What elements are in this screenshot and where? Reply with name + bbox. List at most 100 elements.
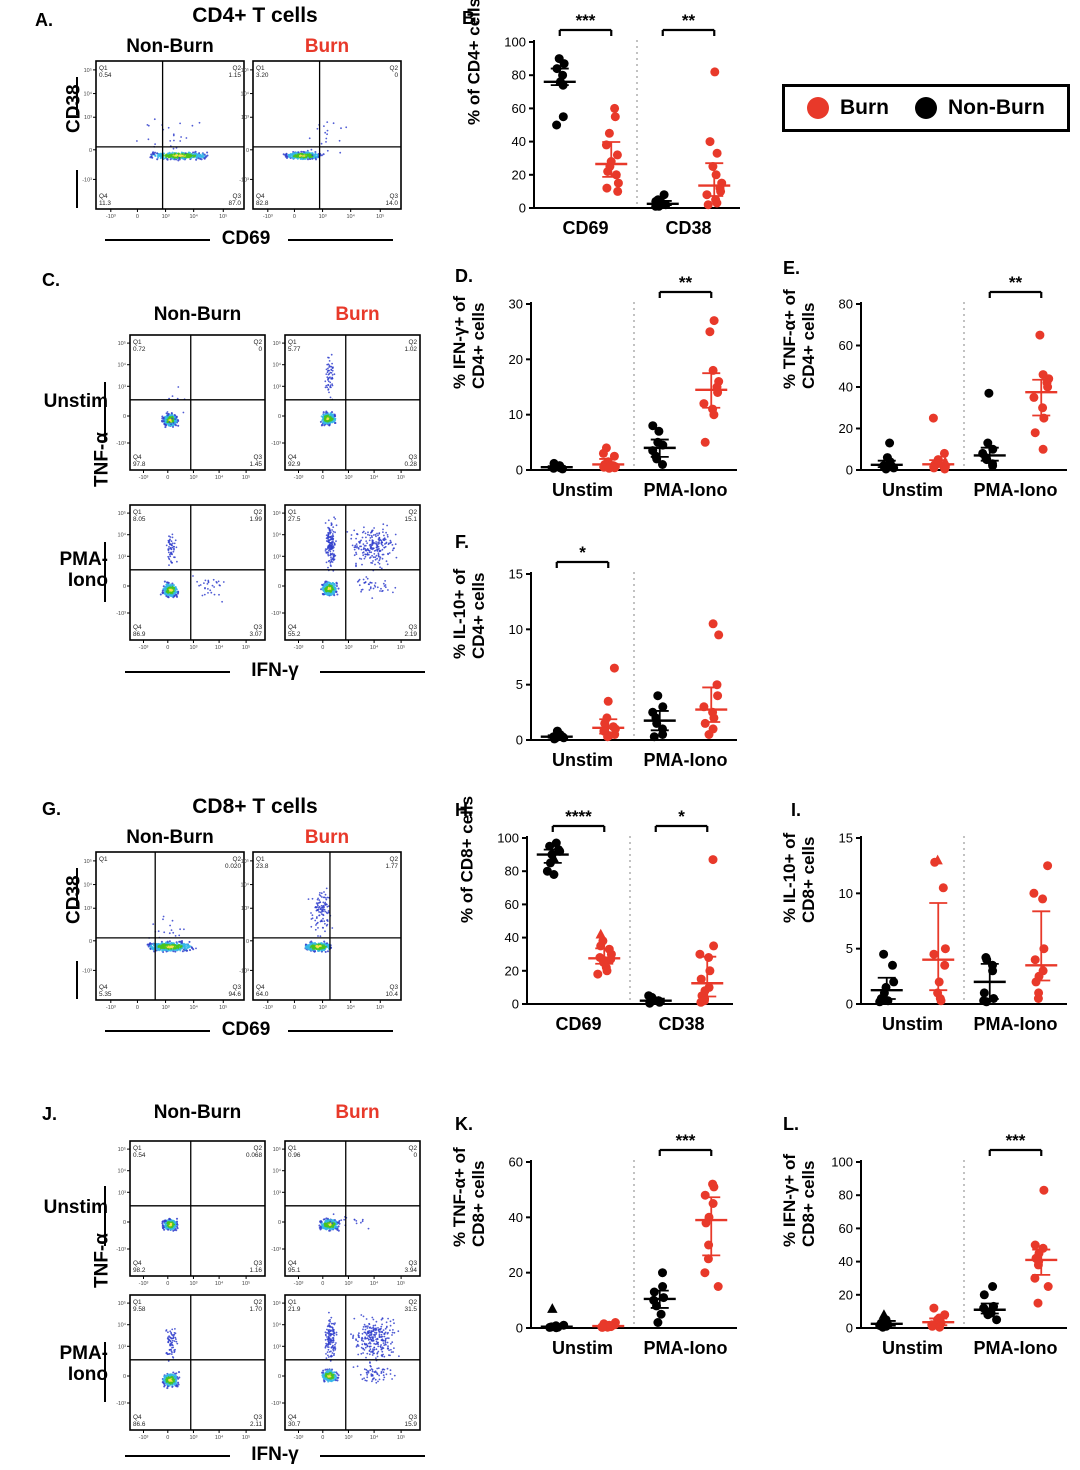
svg-text:Q2: Q2 xyxy=(232,856,241,863)
svg-text:10³: 10³ xyxy=(162,1005,170,1011)
flow-plot: 10⁵ 10⁴ 10³ 0 -10³ -10³ 0 10³ 10⁴ 10⁵ Q1 Q20.020 Q45… xyxy=(82,851,245,1011)
svg-text:10⁴: 10⁴ xyxy=(118,532,127,539)
col-label-burn: Burn xyxy=(335,304,380,325)
svg-text:2.19: 2.19 xyxy=(405,631,418,638)
svg-text:0: 0 xyxy=(516,733,523,748)
panel-e: E. % TNF-α+ of CD4+ cells 0 20 40 60 80 Unstim… xyxy=(775,258,1080,513)
svg-text:Q2: Q2 xyxy=(389,856,398,863)
svg-text:20: 20 xyxy=(512,167,526,182)
svg-text:0: 0 xyxy=(846,463,853,478)
svg-text:20: 20 xyxy=(839,421,853,436)
svg-text:**: ** xyxy=(1009,276,1023,292)
svg-text:-10³: -10³ xyxy=(294,645,304,651)
legend-nonburn-label: Non-Burn xyxy=(948,96,1045,119)
svg-text:0: 0 xyxy=(166,645,169,651)
svg-text:15.1: 15.1 xyxy=(405,516,418,523)
svg-text:1.99: 1.99 xyxy=(250,516,263,523)
svg-text:3.20: 3.20 xyxy=(256,72,269,79)
row-label-pma-iono: PMA- Iono xyxy=(59,549,108,591)
svg-text:Unstim: Unstim xyxy=(552,480,613,500)
panel-l: L. % IFN-γ+ of CD8+ cells 0 20 40 60 80 100 Uns… xyxy=(775,1108,1080,1368)
svg-text:0: 0 xyxy=(246,939,249,945)
svg-text:40: 40 xyxy=(839,380,853,395)
svg-text:-10³: -10³ xyxy=(116,441,126,447)
svg-text:PMA-Iono: PMA-Iono xyxy=(644,750,728,770)
svg-text:10⁵: 10⁵ xyxy=(376,1004,384,1011)
svg-text:80: 80 xyxy=(505,864,519,879)
panel-letter: H. xyxy=(455,800,473,820)
svg-text:-10³: -10³ xyxy=(106,1005,116,1011)
svg-text:-10³: -10³ xyxy=(263,214,273,220)
axis-line xyxy=(104,1186,106,1246)
svg-text:Q4: Q4 xyxy=(99,193,108,200)
svg-text:Q1: Q1 xyxy=(288,1145,297,1152)
svg-text:0: 0 xyxy=(321,1281,324,1287)
svg-text:10⁴: 10⁴ xyxy=(273,362,282,369)
svg-text:10⁵: 10⁵ xyxy=(118,1146,126,1153)
svg-text:8.05: 8.05 xyxy=(133,516,146,523)
svg-text:Q1: Q1 xyxy=(256,65,265,72)
svg-text:Q3: Q3 xyxy=(253,1260,262,1267)
svg-text:-10³: -10³ xyxy=(271,611,281,617)
panel-letter: C. xyxy=(42,270,60,290)
svg-text:10⁵: 10⁵ xyxy=(273,1146,281,1153)
svg-text:10³: 10³ xyxy=(344,475,352,481)
svg-text:0: 0 xyxy=(278,584,281,590)
svg-text:PMA-Iono: PMA-Iono xyxy=(974,480,1058,500)
svg-text:0: 0 xyxy=(136,214,139,220)
svg-text:0.72: 0.72 xyxy=(133,346,146,353)
svg-text:0: 0 xyxy=(166,1281,169,1287)
svg-text:10³: 10³ xyxy=(319,1005,327,1011)
svg-text:Q2: Q2 xyxy=(408,1145,417,1152)
svg-text:10⁵: 10⁵ xyxy=(84,858,92,865)
svg-text:Q3: Q3 xyxy=(232,193,241,200)
svg-text:0: 0 xyxy=(123,584,126,590)
svg-text:3.07: 3.07 xyxy=(250,631,263,638)
svg-text:5: 5 xyxy=(516,677,523,692)
svg-text:0.96: 0.96 xyxy=(288,1152,301,1159)
svg-text:80: 80 xyxy=(839,297,853,312)
svg-text:10⁴: 10⁴ xyxy=(370,644,379,651)
svg-text:40: 40 xyxy=(505,930,519,945)
legend-item-burn: Burn xyxy=(807,96,889,120)
svg-text:20: 20 xyxy=(505,963,519,978)
axis-line xyxy=(125,1455,230,1457)
panel-letter: A. xyxy=(35,10,53,30)
svg-text:0: 0 xyxy=(89,148,92,154)
axis-line xyxy=(320,1455,425,1457)
svg-text:10⁵: 10⁵ xyxy=(84,67,92,74)
svg-text:Q2: Q2 xyxy=(232,65,241,72)
svg-text:10³: 10³ xyxy=(84,115,92,121)
svg-text:10⁴: 10⁴ xyxy=(346,1004,355,1011)
legend-burn-label: Burn xyxy=(840,96,889,119)
svg-text:PMA-Iono: PMA-Iono xyxy=(644,480,728,500)
axis-line xyxy=(320,671,425,673)
svg-text:15: 15 xyxy=(839,831,853,846)
svg-text:0: 0 xyxy=(278,1220,281,1226)
svg-text:10⁵: 10⁵ xyxy=(242,474,250,481)
axis-line xyxy=(76,868,78,906)
panel-j: J. Non-Burn Burn 10⁵ 10⁴ 10³ 0 -10³ -10³ 0 10³ 1… xyxy=(30,1098,445,1470)
svg-text:**: ** xyxy=(679,276,693,292)
svg-text:10⁵: 10⁵ xyxy=(397,1280,405,1287)
svg-text:-10³: -10³ xyxy=(239,968,249,974)
svg-text:10³: 10³ xyxy=(118,554,126,560)
flow-plot: 10⁵ 10⁴ 10³ 0 -10³ -10³ 0 10³ 10⁴ 10⁵ Q15.77 Q21.02… xyxy=(271,334,421,481)
svg-text:10⁴: 10⁴ xyxy=(215,1280,224,1287)
svg-text:10³: 10³ xyxy=(319,214,327,220)
svg-text:14.0: 14.0 xyxy=(386,200,399,207)
svg-text:10⁴: 10⁴ xyxy=(215,474,224,481)
panel-letter: J. xyxy=(42,1104,58,1124)
svg-text:10³: 10³ xyxy=(241,115,249,121)
svg-text:10⁵: 10⁵ xyxy=(241,858,249,865)
axis-line xyxy=(76,77,78,115)
svg-text:95.1: 95.1 xyxy=(288,1267,301,1274)
panel-letter: D. xyxy=(455,266,473,286)
panel-h: H. % of CD8+ cells 0 20 40 60 80 100 CD69 CD38 *… xyxy=(445,790,750,1050)
svg-text:Q2: Q2 xyxy=(389,65,398,72)
